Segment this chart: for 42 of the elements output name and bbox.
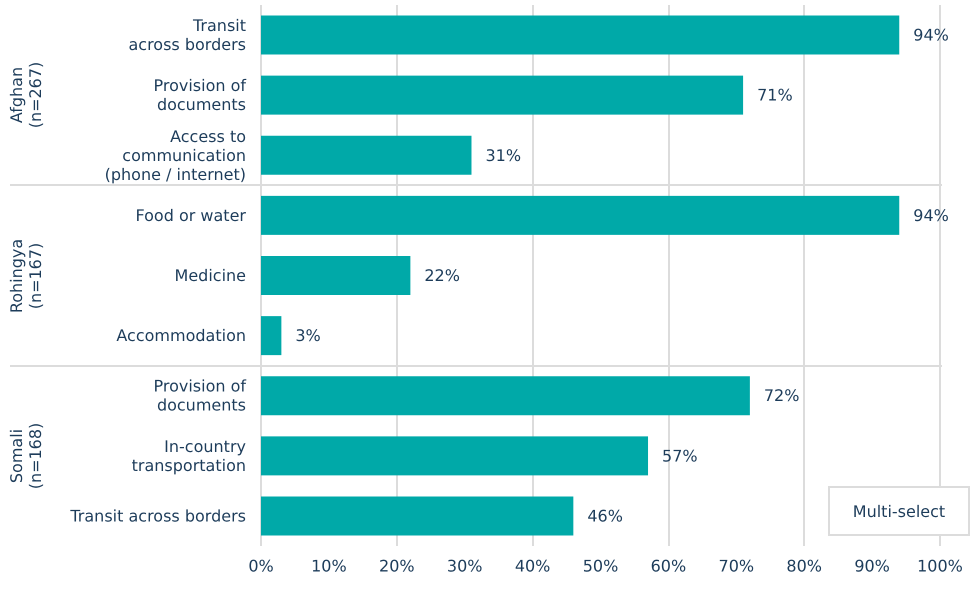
y-tick-label: Transit across borders — [128, 16, 246, 54]
x-tick-label: 20% — [379, 556, 415, 576]
x-tick-label: 80% — [786, 556, 822, 576]
text: Rohingya (n=167) — [7, 238, 45, 313]
x-tick-label: 100% — [917, 556, 963, 576]
x-tick-label: 40% — [514, 556, 550, 576]
x-tick-label: 10% — [311, 556, 347, 576]
y-tick-label: Food or water — [136, 206, 246, 225]
data-label: 57% — [662, 446, 698, 466]
text: Somali (n=168) — [7, 422, 45, 490]
y-tick-label: In-country transportation — [132, 436, 246, 475]
data-label: 94% — [913, 206, 949, 225]
bar — [261, 376, 750, 416]
y-tick-label: Transit across borders — [69, 506, 246, 526]
data-label: 46% — [587, 506, 623, 526]
x-tick-label: 50% — [582, 556, 618, 576]
data-label: 94% — [913, 26, 949, 45]
data-label: 71% — [757, 86, 793, 105]
bar — [261, 436, 648, 476]
data-label: 3% — [295, 326, 321, 346]
x-tick-label: 0% — [248, 556, 274, 576]
data-label: 72% — [764, 386, 800, 406]
text: Afghan (n=267) — [7, 62, 45, 128]
y-tick-label: Medicine — [174, 266, 246, 285]
annotation: Multi-select — [828, 486, 970, 536]
y-tick-label: Access to communication (phone / internet) — [104, 126, 246, 184]
x-tick-label: 90% — [854, 556, 890, 576]
data-label: 31% — [485, 146, 522, 165]
data-label: 22% — [424, 266, 460, 285]
bar — [261, 496, 574, 536]
bar — [261, 196, 900, 235]
y-tick-label: Provision of documents — [153, 76, 246, 114]
x-tick-label: 70% — [718, 556, 754, 576]
y-tick-label: Provision of documents — [153, 376, 246, 415]
bar — [261, 256, 410, 295]
y-tick-label: Accommodation — [116, 326, 246, 346]
bar — [261, 16, 900, 55]
x-tick-label: 60% — [650, 556, 686, 576]
bar — [261, 136, 472, 175]
bar — [261, 316, 282, 356]
bar — [261, 76, 744, 115]
x-tick-label: 30% — [446, 556, 482, 576]
